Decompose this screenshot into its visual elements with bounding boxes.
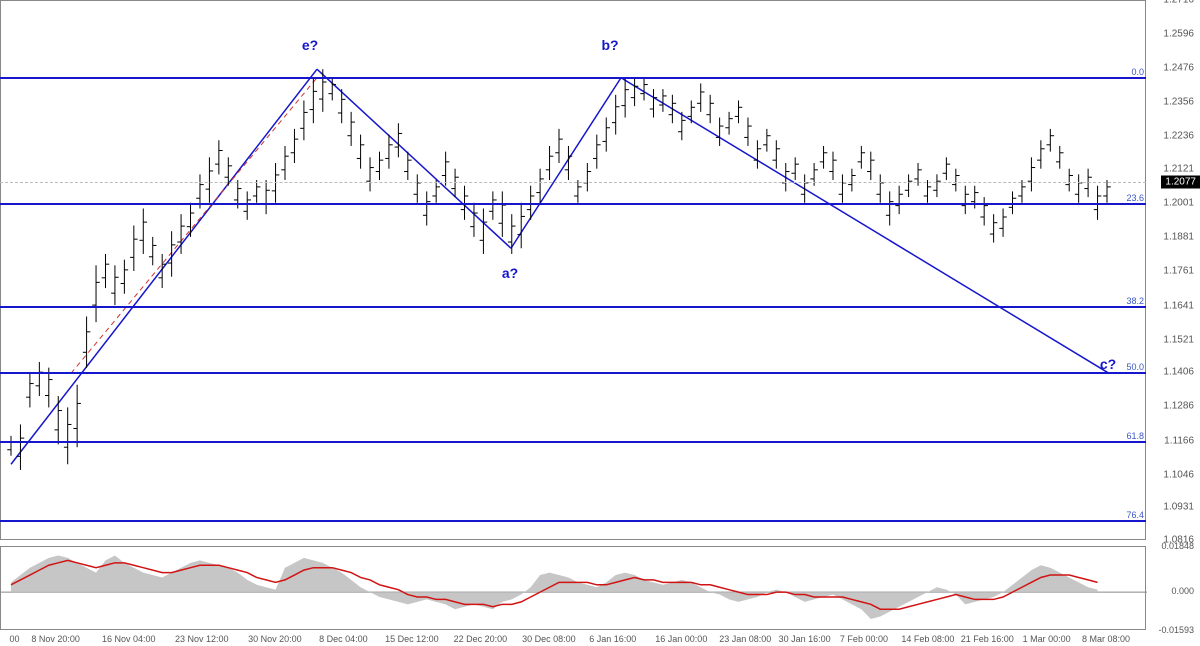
wave-label: c? [1100,356,1116,372]
x-tick: 16 Jan 00:00 [655,634,707,644]
y-tick: 1.1761 [1163,266,1194,277]
y-tick: 1.1286 [1163,401,1194,412]
x-tick: 30 Dec 08:00 [522,634,576,644]
indicator-y-tick: 0.01848 [1161,541,1194,551]
price-chart-svg [1,1,1147,541]
fib-level-label: 23.6 [1126,193,1144,203]
price-chart-pane[interactable] [0,0,1146,540]
x-tick: 7 Feb 00:00 [840,634,888,644]
y-tick: 1.2001 [1163,198,1194,209]
x-tick: 30 Nov 20:00 [248,634,302,644]
wave-label: a? [502,265,518,281]
fib-level-line [0,306,1146,308]
y-tick: 1.2121 [1163,164,1194,175]
x-tick: 16 Nov 04:00 [102,634,156,644]
y-tick: 1.2716 [1163,0,1194,6]
fib-level-label: 0.0 [1131,67,1144,77]
y-tick: 1.1521 [1163,334,1194,345]
wave-label: b? [601,37,618,53]
indicator-svg [1,547,1147,631]
y-tick: 1.2236 [1163,131,1194,142]
x-tick: 15 Dec 12:00 [385,634,439,644]
indicator-y-tick: 0.000 [1171,586,1194,596]
fib-level-label: 38.2 [1126,296,1144,306]
x-tick: 8 Mar 08:00 [1082,634,1130,644]
y-tick: 1.1166 [1164,435,1194,446]
fib-level-label: 61.8 [1126,431,1144,441]
y-axis: 1.27161.25961.24761.23561.22361.21211.20… [1145,0,1200,540]
fib-level-label: 50.0 [1126,362,1144,372]
x-tick: 6 Jan 16:00 [589,634,636,644]
x-tick: 1 Mar 00:00 [1023,634,1071,644]
x-tick: 23 Nov 12:00 [175,634,229,644]
fib-level-line [0,77,1146,79]
y-tick: 1.1881 [1163,232,1194,243]
chart-root[interactable]: 1.27161.25961.24761.23561.22361.21211.20… [0,0,1200,646]
x-tick: 00 [10,634,20,644]
x-axis: 00 8 Nov 20:00 16 Nov 04:00 23 Nov 12:00 30 … [0,630,1146,646]
x-tick: 23 Jan 08:00 [719,634,771,644]
fib-level-line [0,372,1146,374]
fib-level-line [0,520,1146,522]
y-tick: 1.1046 [1163,469,1194,480]
y-tick: 1.1641 [1163,300,1194,311]
y-tick: 1.2596 [1163,29,1194,40]
x-tick: 21 Feb 16:00 [961,634,1014,644]
indicator-y-axis: 0.018480.000-0.01593 [1145,546,1200,630]
price-grid-line [0,182,1146,183]
fib-level-line [0,203,1146,205]
y-tick: 1.2356 [1163,97,1194,108]
x-tick: 30 Jan 16:00 [779,634,831,644]
indicator-pane[interactable] [0,546,1146,630]
y-tick: 1.2476 [1163,63,1194,74]
wave-label: e? [302,37,318,53]
x-tick: 8 Nov 20:00 [31,634,80,644]
current-price-flag: 1.2077 [1161,175,1200,188]
y-tick: 1.0931 [1163,502,1194,513]
y-tick: 1.1406 [1163,367,1194,378]
x-tick: 8 Dec 04:00 [319,634,368,644]
x-tick: 14 Feb 08:00 [901,634,954,644]
indicator-y-tick: -0.01593 [1158,625,1194,635]
fib-level-label: 76.4 [1126,510,1144,520]
x-tick: 22 Dec 20:00 [454,634,508,644]
fib-level-line [0,441,1146,443]
